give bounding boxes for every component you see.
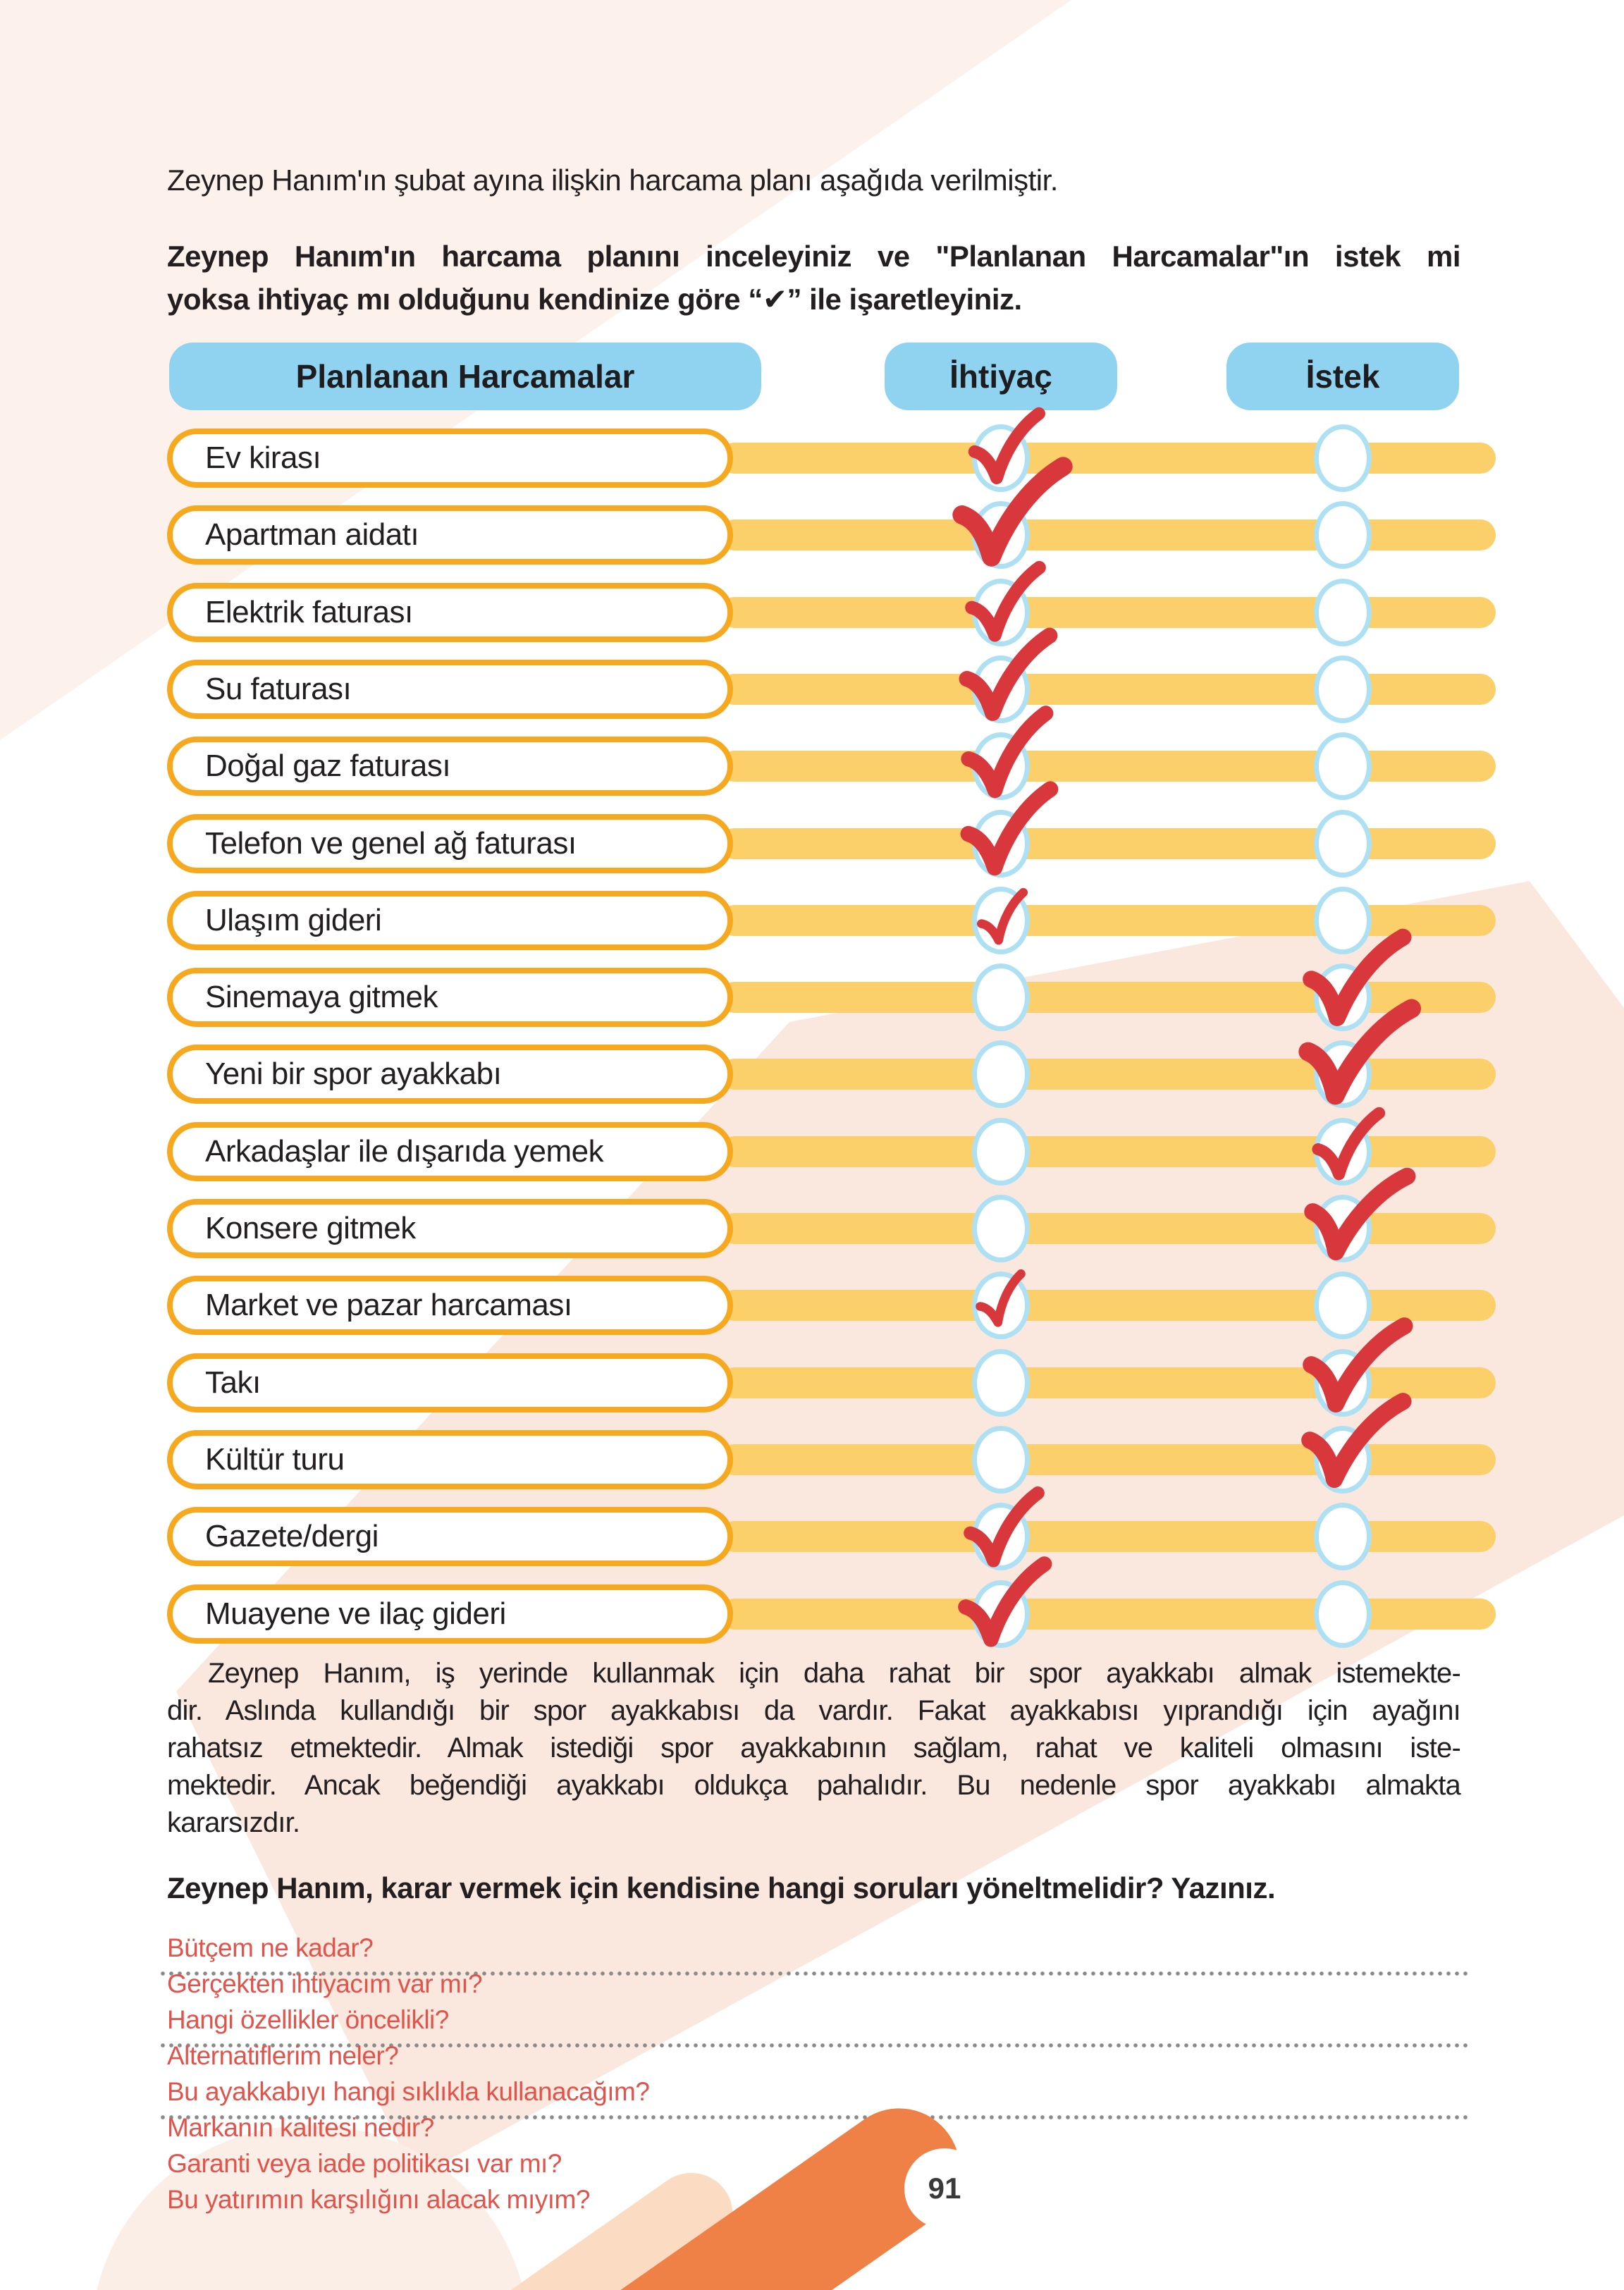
expense-label: Muayene ve ilaç gideri xyxy=(205,1596,506,1631)
answer-rule[interactable] xyxy=(159,2043,1468,2048)
directive-line-1: Zeynep Hanım'ın harcama planını inceleyi… xyxy=(167,240,1461,273)
directive-text: Zeynep Hanım'ın harcama planını inceleyi… xyxy=(167,235,1461,321)
answer-line: Alternatiflerim neler? xyxy=(167,2041,399,2070)
expense-label: Ev kirası xyxy=(205,441,321,475)
expense-row: Market ve pazar harcaması xyxy=(0,1267,1624,1344)
want-checkbox[interactable] xyxy=(1314,424,1372,492)
expense-row: Kültür turu xyxy=(0,1393,1624,1498)
expense-row: Apartman aidatı xyxy=(0,457,1624,574)
expense-pill: Ulaşım gideri xyxy=(167,891,733,950)
expense-row: Takı xyxy=(0,1317,1624,1422)
table-header-want: İstek xyxy=(1226,343,1459,410)
expense-label: Market ve pazar harcaması xyxy=(205,1288,572,1322)
expense-pill: Apartman aidatı xyxy=(167,505,733,565)
expense-pill: Telefon ve genel ağ faturası xyxy=(167,814,733,873)
story-line: Zeynep Hanım, iş yerinde kullanmak için … xyxy=(208,1658,1461,1689)
story-line: rahatsız etmektedir. Almak istediği spor… xyxy=(167,1732,1461,1763)
answer-rule[interactable] xyxy=(159,1971,1468,1976)
expense-row: Telefon ve genel ağ faturası xyxy=(0,781,1624,882)
expense-label: Telefon ve genel ağ faturası xyxy=(205,826,577,861)
answer-line: Bu ayakkabıyı hangi sıklıkla kullanacağı… xyxy=(167,2077,650,2106)
need-checkbox[interactable] xyxy=(972,1040,1030,1108)
want-checkbox[interactable] xyxy=(1314,1503,1372,1570)
expense-label: Yeni bir spor ayakkabı xyxy=(205,1057,502,1091)
intro-text: Zeynep Hanım'ın şubat ayına ilişkin harc… xyxy=(167,164,1058,197)
expense-row: Su faturası xyxy=(0,627,1624,728)
expense-pill: Sinemaya gitmek xyxy=(167,968,733,1027)
want-checkbox[interactable] xyxy=(1314,579,1372,646)
need-checkbox[interactable] xyxy=(972,1349,1030,1417)
table-header-expenses: Planlanan Harcamalar xyxy=(169,343,761,410)
table-header-need: İhtiyaç xyxy=(885,343,1117,410)
expense-pill: Doğal gaz faturası xyxy=(167,737,733,796)
expense-label: Doğal gaz faturası xyxy=(205,749,451,783)
expense-pill: Muayene ve ilaç gideri xyxy=(167,1584,733,1644)
expense-pill: Yeni bir spor ayakkabı xyxy=(167,1045,733,1104)
expense-label: Konsere gitmek xyxy=(205,1211,416,1245)
want-checkbox[interactable] xyxy=(1314,655,1372,723)
expense-pill: Su faturası xyxy=(167,660,733,719)
answer-line: Bütçem ne kadar? xyxy=(167,1933,374,1962)
expense-label: Sinemaya gitmek xyxy=(205,980,438,1014)
expense-label: Takı xyxy=(205,1365,261,1400)
expense-label: Su faturası xyxy=(205,672,352,706)
answer-rule[interactable] xyxy=(159,2114,1468,2120)
expense-label: Gazete/dergi xyxy=(205,1519,379,1553)
question-text: Zeynep Hanım, karar vermek için kendisin… xyxy=(167,1871,1276,1904)
expense-label: Arkadaşlar ile dışarıda yemek xyxy=(205,1134,604,1169)
expense-pill: Gazete/dergi xyxy=(167,1507,733,1566)
want-checkbox[interactable] xyxy=(1314,732,1372,800)
expense-pill: Takı xyxy=(167,1353,733,1412)
answer-line: Hangi özellikler öncelikli? xyxy=(167,2005,449,2034)
expense-label: Elektrik faturası xyxy=(205,595,413,629)
expense-pill: Konsere gitmek xyxy=(167,1199,733,1258)
page-number: 91 xyxy=(928,2172,961,2205)
expense-pill: Kültür turu xyxy=(167,1430,733,1489)
need-checkbox[interactable] xyxy=(972,964,1030,1031)
answer-line: Gerçekten ihtiyacım var mı? xyxy=(167,1969,483,1998)
story-line: dir. Aslında kullandığı bir spor ayakkab… xyxy=(167,1695,1461,1726)
expense-row: Konsere gitmek xyxy=(0,1167,1624,1267)
story-paragraph: Zeynep Hanım, iş yerinde kullanmak için … xyxy=(167,1655,1461,1842)
directive-line-2: yoksa ihtiyaç mı olduğunu kendinize göre… xyxy=(167,283,1022,316)
expense-row: Ulaşım gideri xyxy=(0,882,1624,959)
want-checkbox[interactable] xyxy=(1314,501,1372,569)
expense-label: Kültür turu xyxy=(205,1442,345,1477)
answer-line: Bu yatırımın karşılığını alacak mıyım? xyxy=(167,2185,590,2214)
want-checkbox[interactable] xyxy=(1314,1580,1372,1648)
answer-line: Garanti veya iade politikası var mı? xyxy=(167,2149,562,2178)
answer-line: Markanın kalitesi nedir? xyxy=(167,2113,434,2142)
need-checkbox[interactable] xyxy=(972,1118,1030,1186)
expense-row: Elektrik faturası xyxy=(0,560,1624,651)
expense-pill: Arkadaşlar ile dışarıda yemek xyxy=(167,1122,733,1181)
expense-pill: Ev kirası xyxy=(167,429,733,488)
story-line: mektedir. Ancak beğendiği ayakkabı olduk… xyxy=(167,1770,1461,1801)
expense-row: Doğal gaz faturası xyxy=(0,706,1624,805)
expense-row: Arkadaşlar ile dışarıda yemek xyxy=(0,1107,1624,1190)
expense-row: Muayene ve ilaç gideri xyxy=(0,1556,1624,1653)
need-checkbox[interactable] xyxy=(972,1426,1030,1494)
expense-label: Apartman aidatı xyxy=(205,517,419,552)
expense-pill: Elektrik faturası xyxy=(167,583,733,642)
expense-label: Ulaşım gideri xyxy=(205,903,382,937)
expense-pill: Market ve pazar harcaması xyxy=(167,1276,733,1335)
want-checkbox[interactable] xyxy=(1314,810,1372,878)
story-line: kararsızdır. xyxy=(167,1807,300,1838)
need-checkbox[interactable] xyxy=(972,1195,1030,1262)
page-number-badge: 91 xyxy=(904,2148,985,2229)
